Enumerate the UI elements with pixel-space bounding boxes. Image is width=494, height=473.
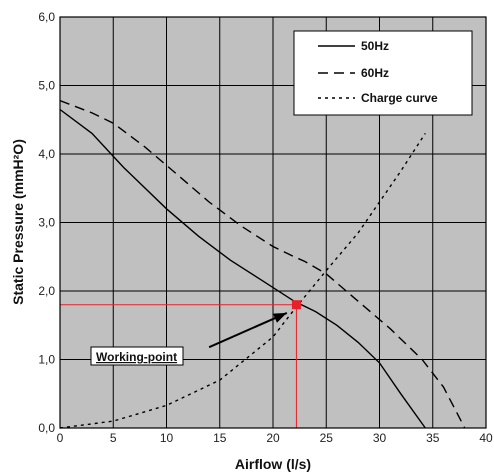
annotation-arrow [208,312,288,349]
y-tick-label: 1,0 [38,353,55,367]
x-tick-label: 25 [320,431,334,445]
series-line-charge-curve [59,133,426,429]
series-line-60hz [59,99,466,429]
arrow-shaft [208,312,288,349]
working-point-label: Working-point [96,350,177,364]
series-line-50hz [59,108,426,429]
x-tick-label: 35 [426,431,440,445]
legend-label-charge-curve: Charge curve [361,91,438,105]
working-point-label-box [90,346,184,366]
y-tick-label: 6,0 [38,10,55,24]
y-tick-label: 4,0 [38,147,55,161]
working-point-marker [291,300,301,310]
legend: 50Hz 60Hz Charge curve [293,30,473,116]
legend-label-60hz: 60Hz [361,66,389,80]
x-tick-label: 15 [213,431,227,445]
working-point-guides [60,300,301,428]
x-tick-label: 20 [266,431,280,445]
y-tick-labels: 0,0 1,0 2,0 3,0 4,0 5,0 6,0 [38,10,55,435]
x-tick-labels: 0 5 10 15 20 25 30 35 40 [57,431,493,445]
y-tick-label: 0,0 [38,421,55,435]
arrow-head [272,312,287,323]
x-tick-label: 10 [160,431,174,445]
x-tick-label: 30 [373,431,387,445]
y-axis-label: Static Pressure (mmH²O) [10,139,26,305]
y-tick-label: 2,0 [38,284,55,298]
x-tick-label: 0 [57,431,64,445]
y-tick-label: 5,0 [38,79,55,93]
x-tick-label: 40 [479,431,493,445]
y-tick-label: 3,0 [38,216,55,230]
x-tick-label: 5 [110,431,117,445]
x-axis-label: Airflow (l/s) [235,456,311,472]
plot-frame [59,16,487,429]
legend-label-50hz: 50Hz [361,39,389,53]
series-layer [59,99,466,429]
